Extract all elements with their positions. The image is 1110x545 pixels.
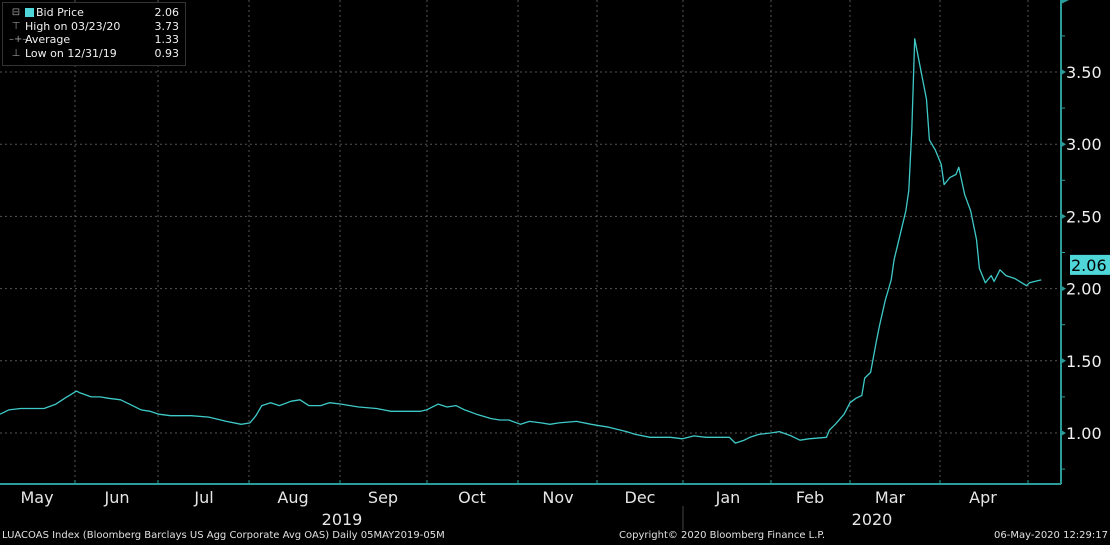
footer-timestamp: 06-May-2020 12:29:17 (994, 530, 1108, 541)
x-month-label: Nov (542, 488, 573, 507)
legend-label: Low on 12/31/19 (25, 46, 117, 60)
y-tick-label: 3.50 (1066, 63, 1102, 82)
series-swatch-icon (25, 8, 34, 18)
legend-label: Bid Price (36, 6, 84, 19)
x-year-label: 2020 (852, 510, 893, 529)
high-marker-icon: ⊤ (11, 20, 21, 32)
legend-item-high: ⊤ High on 03/23/20 3.73 (9, 20, 185, 34)
last-value-badge (1062, 254, 1110, 280)
x-month-label: Sep (368, 488, 398, 507)
legend-value: 1.33 (154, 33, 180, 46)
legend-label: Average (25, 33, 71, 46)
legend-item-low: ⊥ Low on 12/31/19 0.93 (9, 47, 185, 61)
x-month-label: Jul (193, 488, 213, 507)
x-month-label: Dec (625, 488, 656, 507)
footer-index-info: LUACOAS Index (Bloomberg Barclays US Agg… (2, 530, 445, 541)
x-month-label: May (20, 488, 53, 507)
legend-value: 0.93 (154, 46, 180, 60)
legend-value: 3.73 (154, 19, 180, 33)
y-tick-marker (1061, 69, 1066, 75)
y-tick-label: 1.50 (1066, 352, 1102, 371)
y-tick-marker (1061, 213, 1066, 220)
x-year-label: 2019 (322, 510, 363, 529)
x-month-label: Apr (969, 488, 997, 507)
legend-item-bid-price[interactable]: ⊟ Bid Price 2.06 (9, 6, 185, 20)
low-marker-icon: ⊥ (11, 47, 21, 59)
y-tick-marker (1061, 141, 1066, 148)
last-value-label: 2.06 (1071, 256, 1107, 275)
y-tick-marker (1061, 430, 1066, 436)
x-month-label: Feb (796, 488, 824, 507)
y-tick-label: 3.00 (1066, 135, 1102, 154)
y-axis-top-marker (1061, 0, 1069, 4)
legend-item-average: –+– Average 1.33 (9, 33, 185, 47)
legend-label: High on 03/23/20 (25, 19, 121, 33)
x-month-label: Mar (875, 488, 906, 507)
chart-legend: ⊟ Bid Price 2.06 ⊤ High on 03/23/20 3.73… (2, 2, 186, 66)
x-month-label: Jun (104, 488, 130, 507)
bid-price-series-line (0, 38, 1042, 444)
footer-copyright: Copyright© 2020 Bloomberg Finance L.P. (619, 530, 826, 541)
x-month-label: Oct (458, 488, 486, 507)
y-tick-label: 2.00 (1066, 280, 1102, 299)
x-month-label: Jan (715, 488, 741, 507)
legend-value: 2.06 (154, 6, 180, 19)
x-month-label: Aug (277, 488, 308, 507)
collapse-box-icon[interactable]: ⊟ (11, 7, 21, 18)
y-tick-marker (1061, 285, 1066, 292)
y-tick-label: 2.50 (1066, 207, 1102, 226)
y-tick-marker (1061, 357, 1066, 364)
average-marker-icon: –+– (9, 34, 28, 45)
y-tick-label: 1.00 (1066, 424, 1102, 443)
